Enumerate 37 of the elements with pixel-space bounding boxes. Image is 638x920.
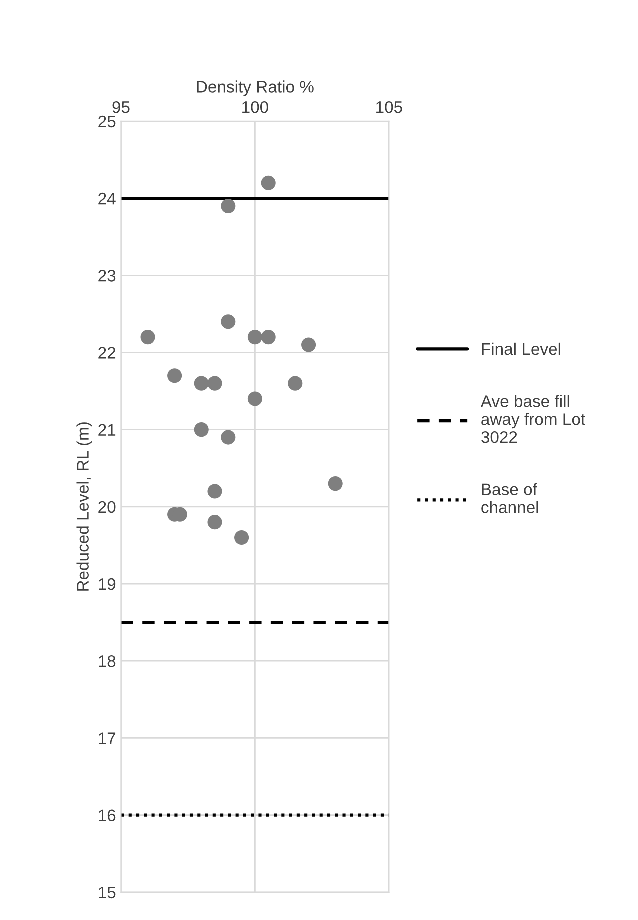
point — [261, 176, 276, 190]
point — [221, 314, 236, 330]
point — [140, 330, 156, 345]
y-tick-label: 18 — [99, 656, 116, 668]
point — [208, 515, 222, 530]
point — [288, 376, 303, 391]
y-tick-label: 23 — [98, 270, 116, 282]
point — [328, 476, 343, 492]
point — [221, 430, 236, 445]
legend-label: Ave base fill away from Lot 3022 — [480, 395, 586, 444]
point — [221, 198, 236, 214]
y-tick-label: 25 — [98, 116, 116, 128]
x-tick-label: 100 — [242, 101, 268, 114]
y-tick-label: 19 — [99, 578, 116, 590]
point — [194, 422, 209, 438]
point — [302, 338, 316, 352]
y-tick-label: 24 — [98, 192, 116, 205]
y-tick-label: 22 — [98, 347, 116, 359]
y-tick-label: 21 — [98, 424, 116, 436]
point — [194, 376, 209, 391]
point — [168, 368, 182, 384]
point — [248, 330, 262, 345]
y-tick-label: 15 — [99, 886, 116, 899]
point — [208, 376, 222, 391]
point — [248, 392, 262, 406]
y-tick-label: 20 — [98, 501, 116, 514]
y-tick-label: 16 — [99, 810, 116, 822]
legend-label: Final Level — [482, 342, 560, 356]
point — [234, 530, 250, 546]
y-tick-label: 17 — [99, 732, 116, 744]
point — [261, 330, 276, 345]
point — [208, 484, 222, 499]
x-axis-title: Density Ratio % — [197, 80, 314, 96]
x-tick-label: 95 — [112, 101, 130, 114]
x-tick-label: 105 — [376, 101, 402, 114]
y-axis-title: Reduced Level, RL (m) — [76, 422, 92, 591]
legend-label: Base of channel — [482, 483, 538, 514]
